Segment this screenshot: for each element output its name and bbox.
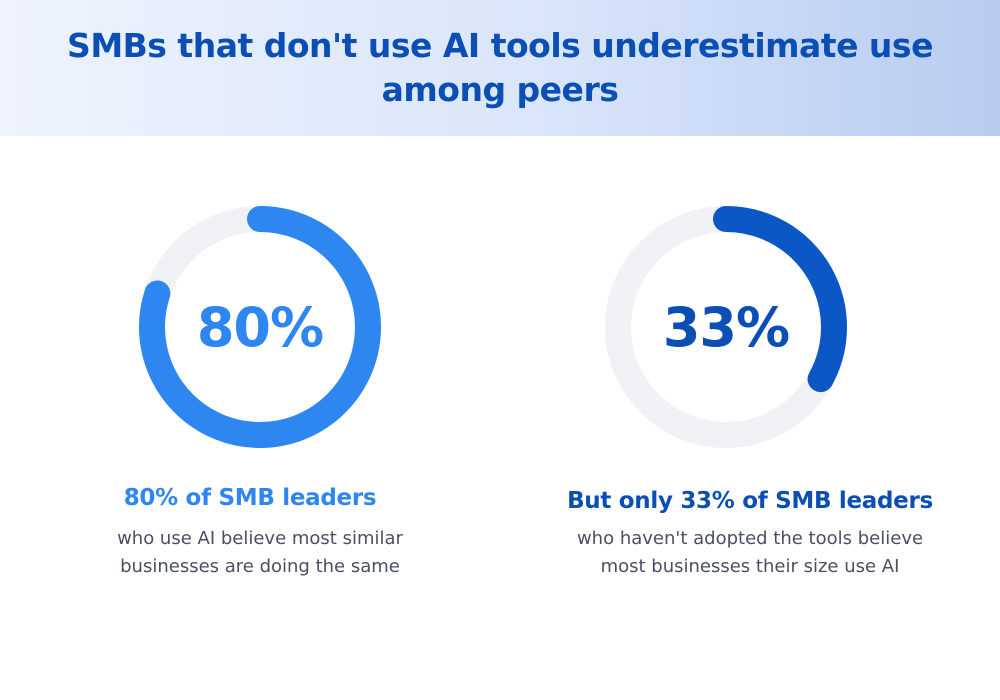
- donut-arc: [605, 206, 847, 448]
- donut-svg: [605, 206, 847, 448]
- donut-chart: 33%: [604, 205, 848, 449]
- donut-chart: 80%: [138, 205, 382, 449]
- stat-panel-users: 80% 80% of SMB leaders who use AI believ…: [117, 205, 403, 577]
- donut-arc: [139, 206, 381, 448]
- stat-headline: 80% of SMB leaders: [123, 485, 377, 511]
- stat-panel-non-users: 33% But only 33% of SMB leaders who have…: [500, 0, 1000, 700]
- donut-svg: [139, 206, 381, 448]
- stat-description: who haven't adopted the tools believe mo…: [576, 528, 924, 577]
- donut-center-label: 80%: [196, 295, 324, 359]
- title-banner: SMBs that don't use AI tools underestima…: [0, 0, 1000, 136]
- page-title: SMBs that don't use AI tools underestima…: [67, 26, 933, 109]
- stat-headline: But only 33% of SMB leaders: [567, 488, 933, 514]
- stat-description: who use AI believe most similar business…: [117, 528, 403, 577]
- donut-center-label: 33%: [662, 295, 790, 359]
